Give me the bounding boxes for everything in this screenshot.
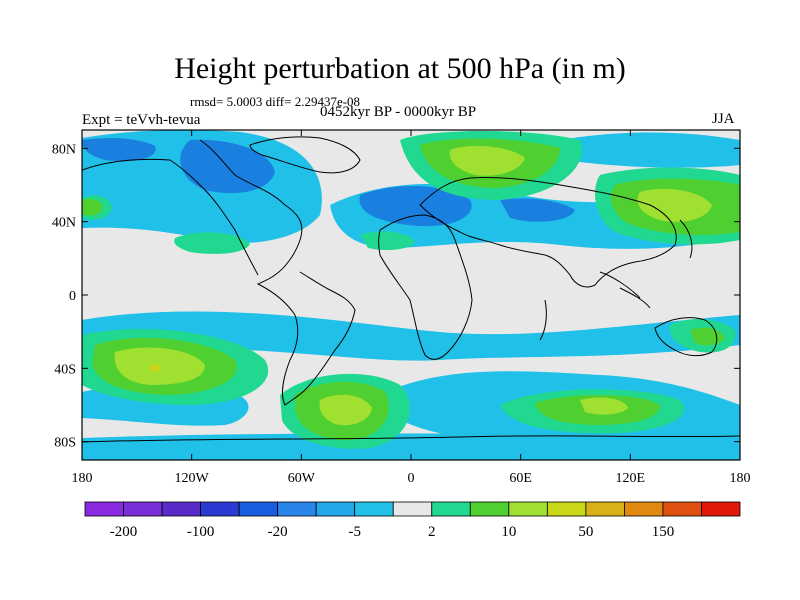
colorbar-swatch bbox=[354, 501, 394, 517]
colorbar-label: 150 bbox=[652, 524, 675, 540]
colorbar-label: 2 bbox=[428, 524, 436, 540]
latitude-axis: 80N 40N 0 40S 80S bbox=[52, 142, 740, 451]
lat-tick-label: 40N bbox=[52, 216, 76, 231]
colorbar-swatch bbox=[662, 501, 702, 517]
colorbar-swatch bbox=[431, 501, 471, 517]
colorbar-swatch bbox=[546, 501, 587, 517]
colorbar-swatch bbox=[277, 501, 317, 517]
colorbar-swatch bbox=[392, 501, 433, 517]
colorbar-label: -5 bbox=[348, 524, 361, 540]
lat-tick-label: 80S bbox=[54, 436, 76, 451]
colorbar-swatch bbox=[84, 501, 124, 517]
positive-contours bbox=[82, 131, 740, 449]
colorbar-swatch bbox=[200, 501, 240, 517]
lat-tick-label: 80N bbox=[52, 142, 76, 157]
strong-negative-contours bbox=[82, 138, 575, 227]
chart-title: Height perturbation at 500 hPa (in m) bbox=[174, 52, 626, 85]
lon-tick-label: 0 bbox=[408, 471, 415, 486]
experiment-label: Expt = teVvh-tevua bbox=[82, 112, 201, 128]
colorbar-swatch bbox=[508, 501, 548, 517]
colorbar-label: -100 bbox=[187, 524, 215, 540]
longitude-axis: 180 120W 60W 0 60E 120E 180 bbox=[72, 130, 751, 486]
coastlines bbox=[82, 136, 740, 443]
stats-label: rmsd= 5.0003 diff= 2.29437e-08 bbox=[190, 94, 361, 109]
season-label: JJA bbox=[712, 111, 735, 127]
colorbar-label: -20 bbox=[268, 524, 288, 540]
colorbar-swatch bbox=[238, 501, 279, 517]
lon-tick-label: 60E bbox=[509, 471, 532, 486]
lon-tick-label: 180 bbox=[730, 471, 751, 486]
period-label: 0452kyr BP - 0000kyr BP bbox=[320, 104, 477, 120]
lon-tick-label: 180 bbox=[72, 471, 93, 486]
colorbar-swatch bbox=[123, 501, 163, 517]
colorbar-swatch bbox=[701, 501, 741, 517]
colorbar-swatch bbox=[161, 501, 201, 517]
colorbar-label: 50 bbox=[578, 524, 593, 540]
colorbar-label: -200 bbox=[110, 524, 138, 540]
lon-tick-label: 60W bbox=[288, 471, 316, 486]
map-plot-area bbox=[82, 130, 740, 460]
lon-tick-label: 120W bbox=[175, 471, 210, 486]
colorbar: -200 -100 -20 -5 2 10 50 150 bbox=[84, 501, 741, 540]
colorbar-swatch bbox=[469, 501, 510, 517]
colorbar-swatch bbox=[315, 501, 356, 517]
colorbar-label: 10 bbox=[501, 524, 516, 540]
colorbar-swatch bbox=[624, 501, 664, 517]
colorbar-swatch bbox=[585, 501, 625, 517]
lat-tick-label: 0 bbox=[69, 289, 76, 304]
lat-tick-label: 40S bbox=[54, 362, 76, 377]
lon-tick-label: 120E bbox=[616, 471, 646, 486]
